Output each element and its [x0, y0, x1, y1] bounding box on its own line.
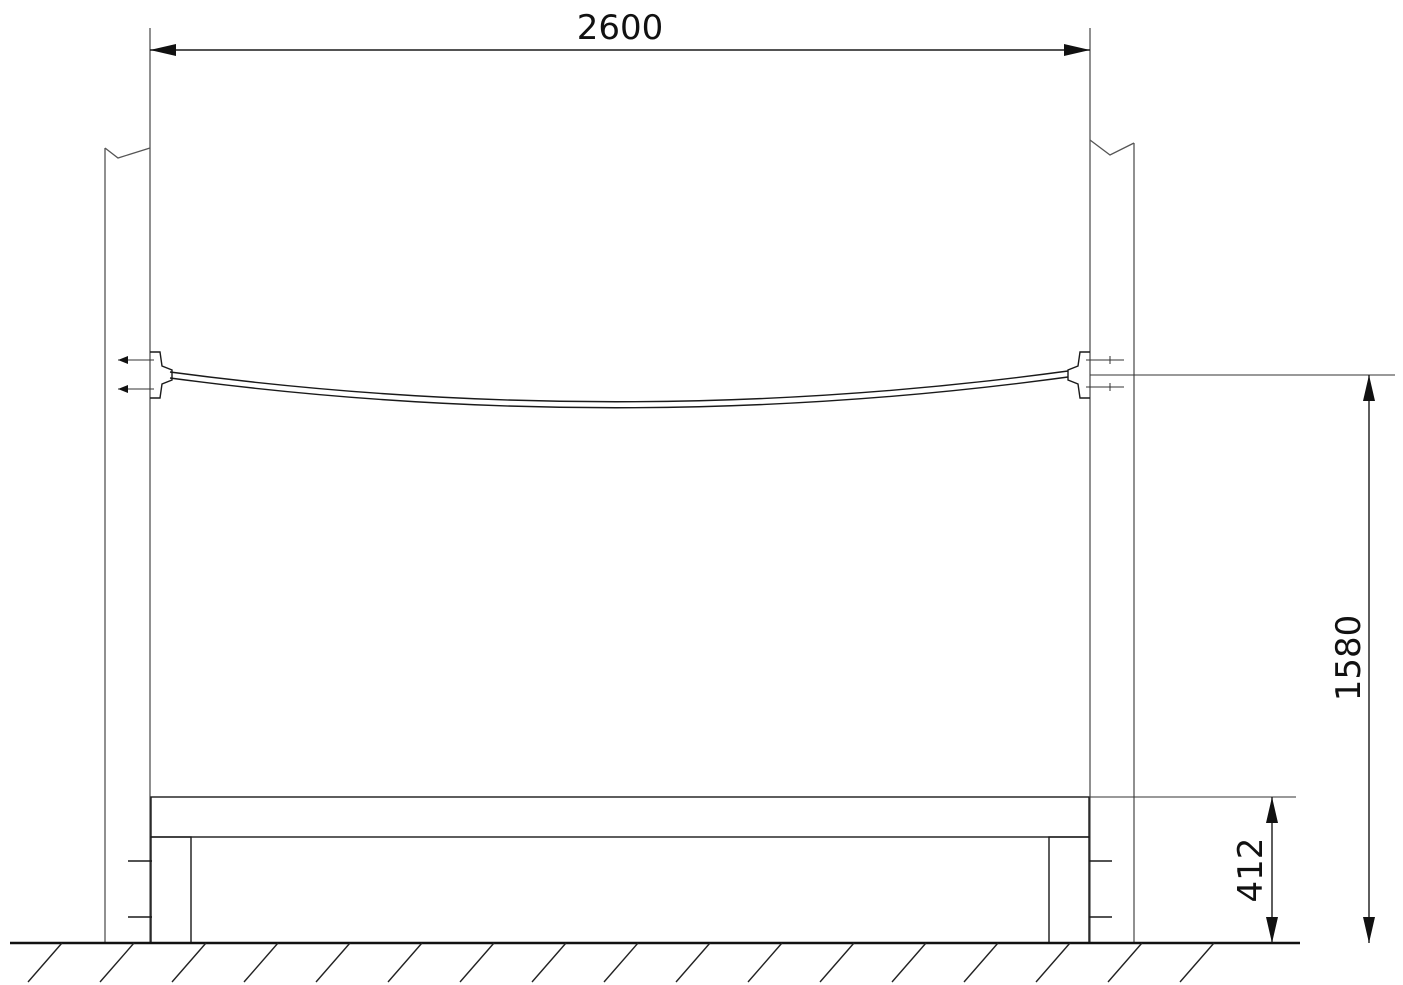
bench-height-arrow-top	[1266, 797, 1278, 823]
span-arrow-left	[150, 44, 176, 56]
ground-hatch-icon	[27, 942, 1215, 983]
ground	[10, 941, 1300, 983]
left-leg-bolts	[128, 860, 152, 918]
rope-height-dimension: 1580	[1090, 374, 1395, 943]
rope-height-arrow-bottom	[1363, 917, 1375, 943]
rope	[169, 370, 1069, 409]
bench-height-dimension: 412	[1089, 796, 1296, 943]
bench-height-arrow-bottom	[1266, 917, 1278, 943]
span-dimension-label: 2600	[577, 8, 664, 48]
bench-height-dimension-label: 412	[1231, 838, 1271, 903]
left-post	[104, 28, 151, 943]
left-rope-clamp	[118, 351, 173, 399]
rope-height-dimension-label: 1580	[1329, 615, 1369, 702]
right-post	[1089, 28, 1135, 943]
bench	[150, 796, 1090, 944]
rope-height-arrow-top	[1363, 375, 1375, 401]
right-leg-bolts	[1089, 860, 1112, 918]
span-dimension: 2600	[150, 8, 1090, 56]
span-arrow-right	[1064, 44, 1090, 56]
right-rope-clamp	[1067, 351, 1124, 399]
